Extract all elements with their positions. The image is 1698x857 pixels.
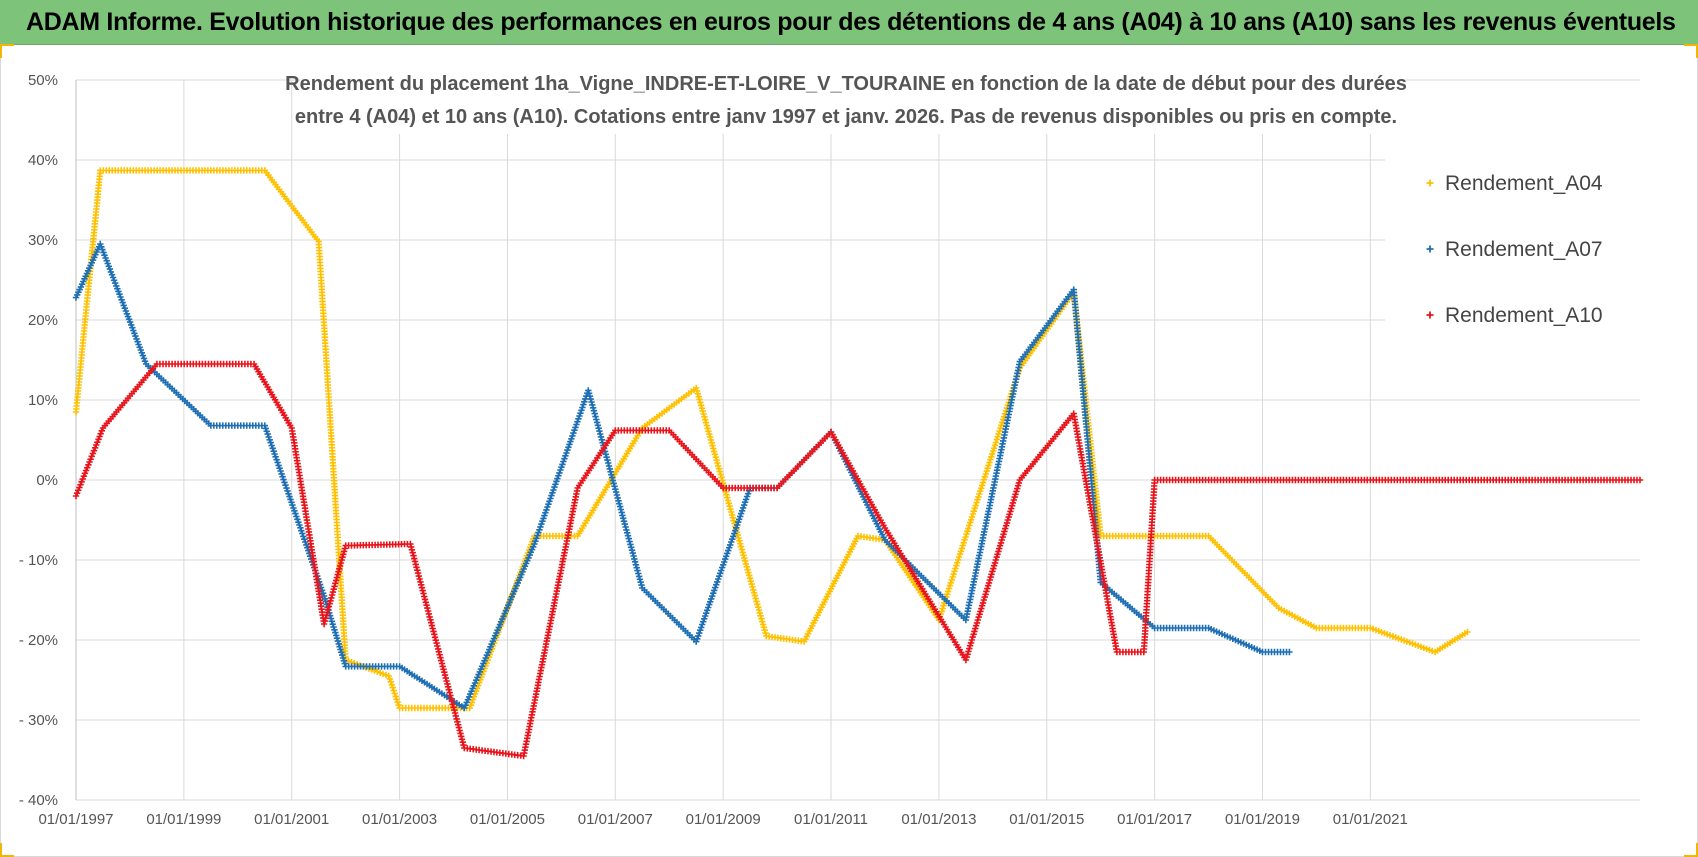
y-tick-label: 20% [28,312,58,329]
chart-subtitle: Rendement du placement 1ha_Vigne_INDRE-E… [285,66,1407,134]
y-tick-label: 40% [28,152,58,169]
legend-label: Rendement_A07 [1445,238,1603,261]
x-tick-label: 01/01/2015 [1009,811,1084,828]
legend-marker [1426,311,1434,319]
y-tick-label: - 10% [19,552,58,569]
legend-item: Rendement_A07 [1426,238,1603,261]
x-tick-label: 01/01/2021 [1333,811,1408,828]
series-markers [72,360,1644,760]
legend-marker [1426,245,1434,253]
x-tick-label: 01/01/2011 [794,811,868,828]
x-axis-tick-labels: 01/01/1997 01/01/1999 01/01/2001 01/01/2003… [38,811,1407,828]
x-tick-label: 01/01/1997 [38,811,113,828]
x-tick-label: 01/01/2001 [254,811,329,828]
x-tick-label: 01/01/2005 [470,811,545,828]
legend-item: Rendement_A04 [1426,172,1603,195]
title-banner: ADAM Informe. Evolution historique des p… [0,0,1698,45]
y-tick-label: - 20% [19,632,58,649]
legend-label: Rendement_A10 [1445,304,1603,327]
series-markers [72,240,1293,712]
series-Rendement_A07 [72,240,1293,712]
y-tick-label: - 30% [19,712,58,729]
corner-mark-bottom-left [0,843,14,857]
series-Rendement_A10 [72,360,1644,760]
subtitle-line-2: entre 4 (A04) et 10 ans (A10). Cotations… [295,106,1397,128]
corner-mark-top-right [1684,44,1698,58]
subtitle-line-1: Rendement du placement 1ha_Vigne_INDRE-E… [285,73,1407,95]
y-tick-label: 30% [28,232,58,249]
corner-mark-top-left [0,44,14,58]
x-tick-label: 01/01/1999 [146,811,221,828]
chart-legend: Rendement_A04 Rendement_A07 Rendement_A10 [1385,150,1640,350]
x-tick-label: 01/01/2003 [362,811,437,828]
y-tick-label: 50% [28,72,58,89]
x-tick-label: 01/01/2013 [901,811,976,828]
series-markers [72,167,1471,712]
legend-item: Rendement_A10 [1426,304,1603,327]
y-axis-tick-labels: 50% 40% 30% 20% 10% 0% - 10% - 20% - 30% - 40% [19,72,58,809]
y-tick-label: 0% [36,472,58,489]
legend-marker [1426,179,1434,187]
subtitle-background [300,66,1400,134]
x-tick-label: 01/01/2019 [1225,811,1300,828]
legend-label: Rendement_A04 [1445,172,1603,195]
x-tick-label: 01/01/2017 [1117,811,1192,828]
page-title: ADAM Informe. Evolution historique des p… [26,8,1676,36]
y-tick-label: - 40% [19,792,58,809]
corner-mark-bottom-right [1684,843,1698,857]
series-Rendement_A04 [72,167,1471,712]
chart-series [72,167,1644,760]
y-tick-label: 10% [28,392,58,409]
x-tick-label: 01/01/2009 [686,811,761,828]
x-tick-label: 01/01/2007 [578,811,653,828]
